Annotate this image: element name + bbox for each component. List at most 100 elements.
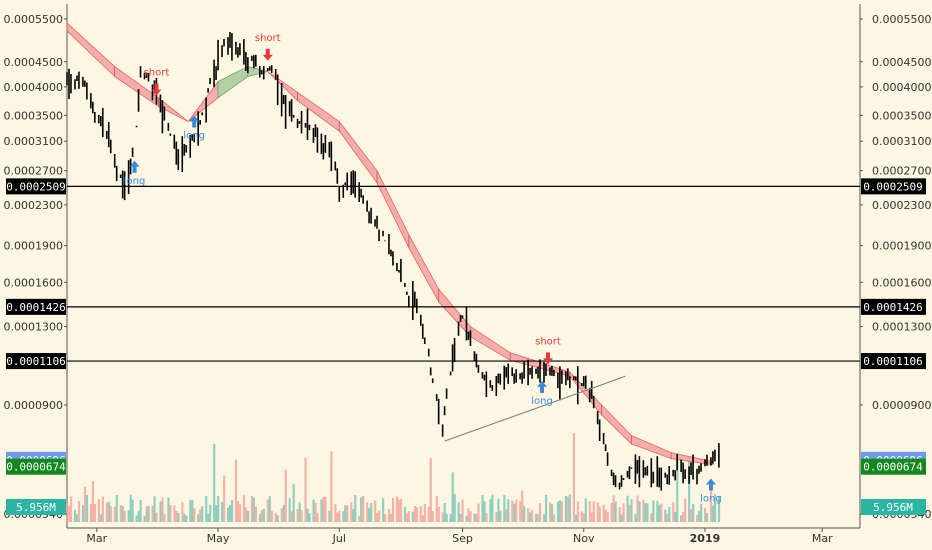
level-layer: [67, 185, 860, 362]
volume-bar: [374, 500, 377, 522]
volume-bar: [405, 513, 409, 522]
volume-bar: [207, 513, 210, 522]
volume-bar: [674, 512, 677, 522]
volume-bar: [680, 515, 683, 522]
volume-bar: [688, 456, 691, 522]
volume-bar: [489, 499, 492, 522]
volume-bar: [475, 513, 478, 522]
volume-badge-text: 5.956M: [873, 501, 913, 514]
volume-bar: [610, 502, 613, 522]
volume-bar: [181, 502, 184, 522]
volume-bar: [115, 494, 118, 522]
volume-bar: [113, 506, 116, 522]
volume-bar: [397, 499, 401, 522]
volume-bar: [411, 511, 415, 522]
y-tick-label-right: 0.0000900: [872, 399, 932, 412]
volume-bar: [280, 508, 283, 522]
y-tick-label-left: 0.0003100: [4, 135, 64, 148]
volume-bar: [290, 511, 293, 522]
volume-bar: [445, 513, 448, 522]
volume-bar: [642, 499, 645, 522]
volume-bar: [344, 505, 347, 522]
volume-bar: [552, 514, 556, 522]
volume-bar: [636, 495, 639, 522]
volume-bar: [399, 498, 403, 522]
y-tick-label-left: 0.0002700: [4, 165, 64, 178]
volume-bar: [531, 509, 534, 522]
volume-bar: [288, 498, 291, 522]
x-tick-label: Mar: [86, 532, 107, 545]
volume-bar: [415, 507, 418, 522]
volume-bar: [199, 509, 202, 522]
volume-bar: [477, 503, 480, 522]
volume-bar: [306, 508, 309, 522]
badge-layer: 0.0002509 0.0002509 0.0001426 0.0001426 0.00…: [6, 178, 926, 515]
signal-layer: long short long short short long long: [124, 33, 722, 505]
level-badge-right: [861, 298, 926, 315]
volume-bar: [544, 495, 548, 522]
volume-bar: [572, 433, 576, 522]
volume-bar: [252, 497, 256, 522]
volume-bar: [246, 510, 250, 522]
volume-bar: [568, 494, 572, 522]
x-tick-label: 2019: [690, 532, 721, 545]
volume-bar: [143, 515, 146, 522]
volume-bar: [189, 499, 192, 522]
volume-bar: [612, 495, 615, 522]
volume-bar: [276, 515, 279, 522]
volume-bar: [228, 504, 232, 522]
volume-bar: [620, 514, 623, 522]
volume-bar: [378, 510, 381, 522]
volume-bar: [403, 506, 407, 522]
volume-bar: [147, 505, 150, 522]
volume-bar: [690, 509, 693, 522]
volume-bar: [558, 500, 562, 522]
price-badge-right-text: 0.0000674: [863, 461, 923, 474]
volume-bar: [296, 508, 299, 522]
volume-bar: [81, 505, 85, 522]
volume-bar: [606, 512, 609, 522]
price-layer: [66, 32, 720, 491]
level-badge-left-text: 0.0001426: [6, 301, 66, 314]
volume-bar: [696, 514, 699, 522]
volume-bar: [153, 496, 156, 522]
volume-bar: [481, 495, 484, 522]
volume-bar: [268, 496, 271, 522]
volume-bar: [173, 505, 176, 522]
volume-bar: [666, 513, 669, 522]
volume-bar: [457, 502, 460, 522]
volume-bar: [580, 511, 583, 522]
volume-bar: [91, 481, 95, 522]
volume-bar: [483, 501, 486, 522]
volume-bar: [511, 500, 514, 522]
volume-bar: [413, 506, 417, 522]
volume-bar: [431, 510, 434, 522]
volume-bar: [66, 503, 69, 522]
volume-bar: [709, 479, 713, 522]
volume-bar: [89, 503, 93, 522]
volume-bar: [334, 504, 337, 522]
signal-label: short: [144, 68, 170, 79]
y-tick-label-right: 0.0002700: [872, 165, 932, 178]
y-tick-label-right: 0.0001600: [872, 276, 932, 289]
volume-bar: [523, 506, 526, 522]
volume-bar: [185, 515, 188, 522]
volume-bar: [519, 500, 522, 522]
volume-bar: [107, 501, 110, 522]
signal-label: long: [531, 396, 553, 407]
level-badge-left: [6, 298, 66, 315]
volume-bar: [358, 515, 361, 522]
y-tick-label-right: 0.0004500: [872, 56, 932, 69]
volume-bar: [376, 513, 379, 522]
volume-bar: [564, 496, 568, 522]
volume-bar: [320, 499, 323, 522]
y-tick-label-right: 0.0002300: [872, 199, 932, 212]
volume-bar: [453, 493, 456, 522]
volume-bar: [362, 495, 365, 522]
volume-bar: [93, 503, 97, 522]
level-badge-left-text: 0.0001106: [6, 355, 66, 368]
volume-bar: [421, 515, 424, 522]
y-tick-label-right: 0.0001900: [872, 240, 932, 253]
volume-bar: [451, 472, 454, 522]
volume-bar: [119, 505, 122, 522]
